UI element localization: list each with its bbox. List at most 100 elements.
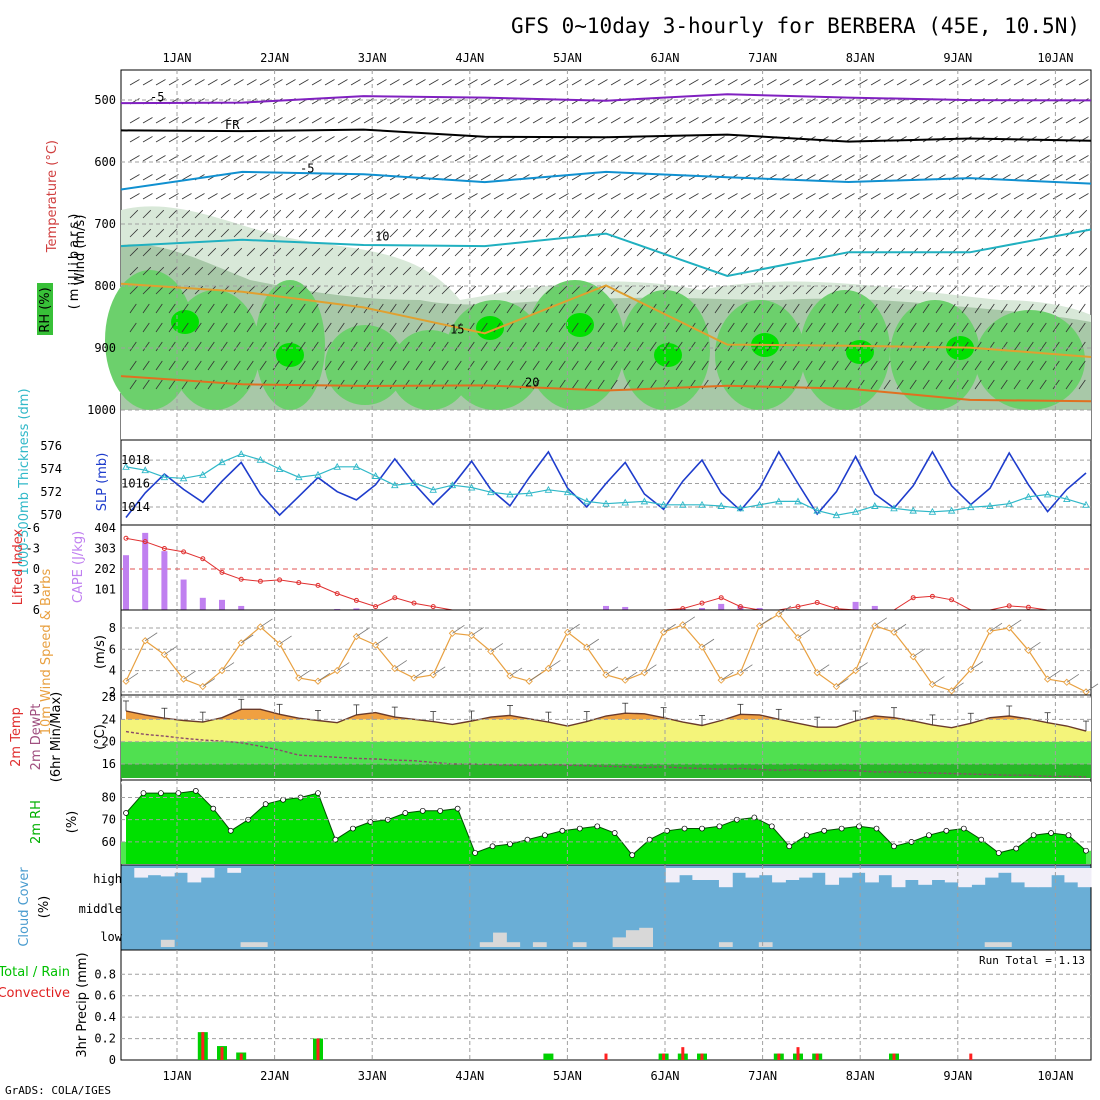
wind-barb — [337, 193, 348, 200]
wind-barb — [441, 155, 452, 162]
wind-barb — [584, 209, 594, 219]
wind-barb — [974, 379, 982, 390]
wind-barb — [350, 174, 361, 181]
wind-barb — [428, 285, 438, 295]
rh2m-point — [576, 825, 583, 832]
wind-barb — [181, 266, 191, 276]
wind-barb — [376, 247, 386, 257]
rh-saturated-region — [476, 316, 504, 340]
wind-barb — [168, 360, 176, 371]
wind-barb — [545, 117, 556, 124]
wind-barb — [1052, 303, 1060, 314]
wind-barb — [1000, 266, 1010, 276]
wind-barb — [389, 79, 400, 86]
wind-barb — [298, 193, 309, 200]
isotherm-label: 20 — [525, 375, 539, 389]
wind-barb — [129, 303, 137, 314]
wind-barb — [532, 209, 542, 219]
wind-barb — [181, 303, 189, 314]
wind-barb — [987, 285, 997, 295]
wind-barb — [883, 228, 893, 238]
wind-barb — [883, 379, 891, 390]
wind-barb — [467, 174, 478, 181]
wind-barb — [428, 341, 436, 352]
wind-barb — [701, 209, 711, 219]
li-point — [353, 597, 359, 603]
wind-barb — [974, 322, 982, 333]
wind-barb — [389, 174, 400, 181]
precip-convective-bar — [239, 1053, 243, 1060]
wind-barb — [818, 360, 826, 371]
wind-barb — [675, 193, 686, 200]
li-tick-label: 3 — [33, 583, 40, 597]
wind-barb — [350, 266, 360, 276]
wind-barb — [1000, 193, 1011, 200]
wind-barb — [831, 193, 842, 200]
wind-barb — [285, 155, 296, 162]
wind-barb — [402, 266, 412, 276]
wind-barb — [337, 285, 347, 295]
wind-barb — [1026, 174, 1037, 181]
wind-barb — [142, 79, 153, 86]
rh2m-panel: 60 70 80 2m RH (%) — [29, 779, 1092, 866]
wind-barb — [246, 303, 254, 314]
wind-barb — [571, 174, 582, 181]
wind-barb — [584, 155, 595, 162]
rh2m-point — [768, 823, 775, 830]
wind-barb — [428, 136, 439, 143]
cloud-high-bar — [745, 868, 760, 878]
cloud-low-bar — [253, 942, 268, 947]
wind-barb — [844, 117, 855, 124]
wind-barb — [558, 379, 566, 390]
wind-barb — [1039, 379, 1047, 390]
wind-barb — [883, 117, 894, 124]
wind-barb — [883, 79, 894, 86]
wind-barb — [1026, 266, 1036, 276]
wind-barb — [324, 341, 332, 352]
wind-barb — [311, 303, 319, 314]
wind-barb — [272, 228, 282, 238]
wind-barb — [844, 228, 854, 238]
wind-barb — [922, 155, 933, 162]
wind-barb — [194, 360, 202, 371]
wind-barb — [1013, 79, 1024, 86]
wind-barb — [233, 247, 243, 257]
wind-barb — [688, 79, 699, 86]
wind-barb — [506, 228, 516, 238]
wind-barb — [246, 209, 256, 219]
cloud-low-bar — [625, 930, 640, 947]
wind-barb — [1026, 228, 1036, 238]
wind-barb — [896, 174, 907, 181]
wind-barb — [545, 193, 556, 200]
wind-barb — [506, 247, 516, 257]
wind-barb — [1065, 360, 1073, 371]
wind-barb — [532, 193, 543, 200]
wind-barb — [246, 174, 257, 181]
cloud-high-bar — [838, 868, 853, 878]
wind-barb — [246, 228, 256, 238]
cloud-high-bar — [891, 868, 906, 888]
li-tick-label: -6 — [26, 521, 40, 535]
wind-barb — [246, 79, 257, 86]
cloud-panel: high middle low Cloud Cover (%) — [17, 864, 1092, 951]
wind-barb — [974, 155, 985, 162]
wind-barb — [571, 379, 579, 390]
wind-barb — [532, 322, 540, 333]
wind-barb — [207, 193, 218, 200]
wind-barb — [376, 228, 386, 238]
cloud-low-bar — [240, 942, 255, 947]
wind-barb — [831, 98, 842, 105]
wind-barb — [727, 247, 737, 257]
precip-convective-bar — [815, 1053, 819, 1060]
rh-tick-label: 80 — [102, 791, 116, 805]
thickness-point — [199, 470, 207, 478]
rh2m-point — [978, 836, 985, 843]
thickness-point — [967, 503, 975, 511]
isotherm-label: -5 — [150, 90, 164, 104]
wind-barb — [805, 228, 815, 238]
wind-barb — [259, 266, 269, 276]
rh2m-point — [123, 810, 129, 816]
wind-tick-label: 8 — [109, 621, 116, 635]
wind-barb — [610, 379, 618, 390]
wind-barb — [727, 136, 738, 143]
